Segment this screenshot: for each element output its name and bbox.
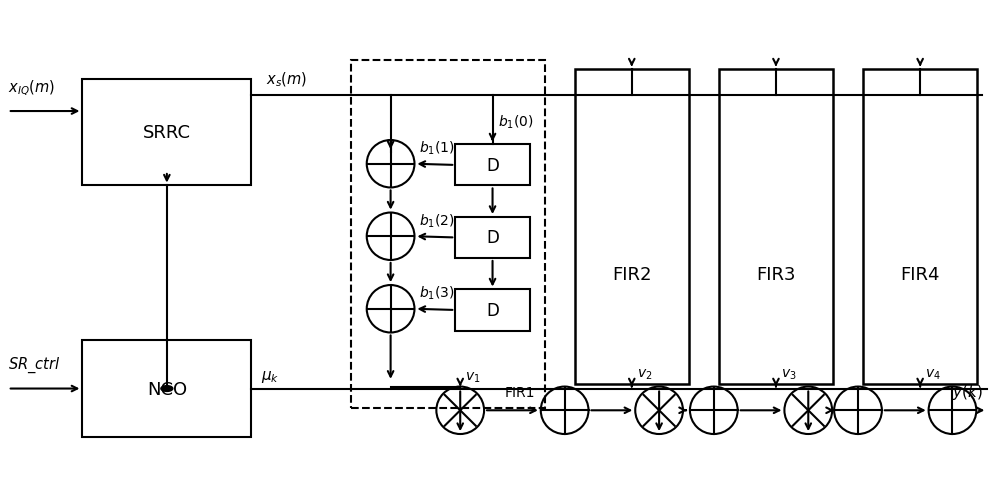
Text: FIR4: FIR4 — [900, 265, 940, 283]
Text: $x_{IQ}(m)$: $x_{IQ}(m)$ — [8, 78, 55, 97]
FancyBboxPatch shape — [351, 61, 545, 408]
Text: $v_1$: $v_1$ — [465, 369, 481, 384]
FancyBboxPatch shape — [575, 70, 689, 384]
Text: SRRC: SRRC — [143, 124, 191, 142]
Text: $b_1(1)$: $b_1(1)$ — [419, 140, 455, 157]
Text: $SR\_ctrl$: $SR\_ctrl$ — [8, 355, 60, 374]
Text: D: D — [486, 229, 499, 247]
Text: NCO: NCO — [147, 380, 187, 398]
Text: $x_s(m)$: $x_s(m)$ — [266, 70, 307, 89]
Text: $v_3$: $v_3$ — [781, 367, 797, 382]
Text: $v_4$: $v_4$ — [925, 367, 941, 382]
FancyBboxPatch shape — [82, 80, 251, 186]
FancyBboxPatch shape — [719, 70, 833, 384]
Text: $b_1(0)$: $b_1(0)$ — [498, 113, 533, 131]
Text: D: D — [486, 302, 499, 319]
Text: FIR1: FIR1 — [504, 385, 535, 399]
Text: $\mu_k$: $\mu_k$ — [261, 368, 280, 384]
FancyBboxPatch shape — [863, 70, 977, 384]
Text: $v_2$: $v_2$ — [637, 367, 652, 382]
Circle shape — [161, 386, 173, 392]
Text: $b_1(3)$: $b_1(3)$ — [419, 284, 455, 302]
Text: FIR3: FIR3 — [756, 265, 796, 283]
Text: $b_1(2)$: $b_1(2)$ — [419, 212, 455, 229]
FancyBboxPatch shape — [455, 290, 530, 331]
Text: D: D — [486, 157, 499, 175]
Text: $y(k)$: $y(k)$ — [952, 382, 982, 401]
FancyBboxPatch shape — [455, 145, 530, 186]
Text: FIR2: FIR2 — [612, 265, 652, 283]
FancyBboxPatch shape — [455, 218, 530, 259]
FancyBboxPatch shape — [82, 341, 251, 437]
